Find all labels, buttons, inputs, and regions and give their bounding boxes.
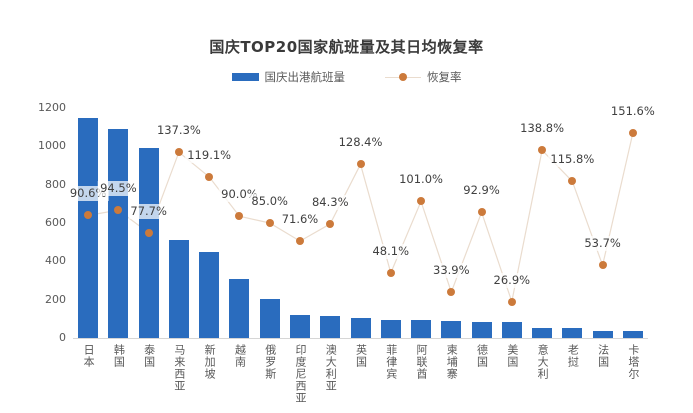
bar-俄罗斯 bbox=[259, 298, 280, 338]
chart-title: 国庆TOP20国家航班量及其日均恢复率 bbox=[209, 38, 484, 56]
recovery-label-新加坡: 119.1% bbox=[185, 147, 234, 163]
recovery-label-英国: 128.4% bbox=[336, 135, 385, 151]
recovery-label-阿联酋: 101.0% bbox=[397, 172, 445, 188]
recovery-dot-卡塔尔 bbox=[628, 128, 637, 137]
recovery-dot-意大利 bbox=[538, 146, 547, 155]
x-axis-label: 泰国 bbox=[142, 344, 156, 368]
y-axis-tick: 200 bbox=[45, 292, 66, 306]
bar-越南 bbox=[229, 278, 250, 338]
y-axis-tick: 800 bbox=[45, 177, 66, 191]
bar-泰国 bbox=[138, 148, 159, 338]
bar-印度尼西亚 bbox=[289, 315, 310, 338]
bar-法国 bbox=[592, 330, 613, 338]
x-axis-label: 菲律宾 bbox=[384, 344, 398, 380]
recovery-label-美国: 26.9% bbox=[491, 272, 533, 288]
bar-日本 bbox=[78, 117, 99, 338]
bar-韩国 bbox=[108, 129, 129, 338]
x-axis-label: 柬埔寨 bbox=[445, 344, 459, 380]
recovery-dot-泰国 bbox=[144, 228, 153, 237]
bar-菲律宾 bbox=[380, 319, 401, 338]
x-axis-label: 美国 bbox=[505, 344, 519, 368]
legend-item-recovery: 恢复率 bbox=[385, 69, 462, 85]
x-axis-label: 意大利 bbox=[536, 344, 550, 380]
legend-label-recovery: 恢复率 bbox=[427, 70, 462, 84]
recovery-dot-德国 bbox=[477, 208, 486, 217]
y-axis-tick: 400 bbox=[45, 254, 66, 268]
recovery-dot-澳大利亚 bbox=[326, 219, 335, 228]
x-axis-label: 澳大利亚 bbox=[324, 344, 338, 392]
recovery-dot-美国 bbox=[507, 297, 516, 306]
recovery-label-柬埔寨: 33.9% bbox=[431, 263, 472, 279]
recovery-dot-俄罗斯 bbox=[265, 219, 274, 227]
bar-卡塔尔 bbox=[622, 331, 643, 338]
bar-老挝 bbox=[562, 328, 583, 338]
bar-德国 bbox=[471, 321, 492, 338]
recovery-dot-法国 bbox=[598, 261, 607, 270]
recovery-dot-阿联酋 bbox=[417, 197, 426, 206]
recovery-label-俄罗斯: 85.0% bbox=[249, 194, 290, 209]
recovery-dot-印度尼西亚 bbox=[295, 237, 304, 246]
recovery-dot-马来西亚 bbox=[174, 148, 183, 157]
y-axis-tick: 1200 bbox=[38, 101, 66, 114]
recovery-label-菲律宾: 48.1% bbox=[370, 243, 412, 259]
x-axis-label: 越南 bbox=[233, 344, 247, 368]
legend-item-flights: 国庆出港航班量 bbox=[231, 69, 346, 85]
recovery-label-马来西亚: 137.3% bbox=[154, 123, 203, 139]
recovery-label-意大利: 138.8% bbox=[518, 121, 567, 137]
bar-美国 bbox=[501, 321, 522, 338]
y-axis-tick: 0 bbox=[59, 331, 66, 344]
bar-英国 bbox=[350, 317, 371, 338]
x-axis-label: 法国 bbox=[596, 344, 610, 368]
x-axis-line bbox=[73, 338, 648, 339]
bar-swatch-icon bbox=[231, 73, 259, 81]
x-axis-label: 英国 bbox=[354, 344, 368, 368]
bar-柬埔寨 bbox=[441, 320, 462, 338]
recovery-label-德国: 92.9% bbox=[461, 183, 502, 199]
legend-label-flights: 国庆出港航班量 bbox=[264, 70, 346, 84]
chart-legend: 国庆出港航班量 恢复率 bbox=[0, 69, 693, 85]
recovery-label-韩国: 94.5% bbox=[98, 181, 139, 197]
bar-阿联酋 bbox=[411, 320, 432, 338]
recovery-dot-柬埔寨 bbox=[447, 288, 456, 297]
dot-swatch-icon bbox=[385, 73, 421, 81]
x-axis-label: 老挝 bbox=[566, 344, 580, 368]
x-axis-label: 日本 bbox=[82, 344, 96, 368]
x-axis-label: 卡塔尔 bbox=[626, 344, 640, 380]
recovery-label-泰国: 77.7% bbox=[128, 203, 169, 219]
recovery-dot-英国 bbox=[356, 160, 365, 169]
recovery-dot-新加坡 bbox=[205, 172, 214, 181]
recovery-dot-老挝 bbox=[568, 177, 577, 186]
x-axis-label: 德国 bbox=[475, 344, 489, 368]
x-axis-label: 新加坡 bbox=[203, 344, 217, 380]
recovery-label-印度尼西亚: 71.6% bbox=[279, 212, 321, 228]
recovery-label-澳大利亚: 84.3% bbox=[309, 194, 351, 210]
bar-意大利 bbox=[532, 328, 553, 338]
recovery-label-法国: 53.7% bbox=[582, 236, 623, 252]
recovery-dot-越南 bbox=[235, 212, 244, 221]
recovery-label-卡塔尔: 151.6% bbox=[608, 103, 657, 119]
bar-马来西亚 bbox=[168, 240, 189, 338]
bar-新加坡 bbox=[199, 251, 220, 338]
recovery-dot-菲律宾 bbox=[386, 268, 395, 277]
bar-澳大利亚 bbox=[320, 316, 341, 338]
x-axis-label: 韩国 bbox=[112, 344, 126, 368]
recovery-label-老挝: 115.8% bbox=[548, 152, 597, 168]
x-axis-label: 俄罗斯 bbox=[263, 344, 277, 380]
x-axis-label: 印度尼西亚 bbox=[293, 344, 307, 404]
x-axis-label: 阿联酋 bbox=[415, 344, 429, 380]
x-axis-label: 马来西亚 bbox=[172, 344, 186, 392]
y-axis-tick: 600 bbox=[45, 216, 66, 229]
y-axis-tick: 1000 bbox=[38, 139, 66, 153]
